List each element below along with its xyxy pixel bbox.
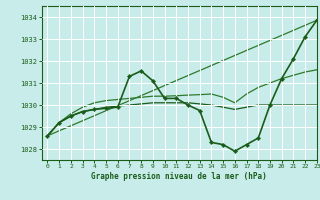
X-axis label: Graphe pression niveau de la mer (hPa): Graphe pression niveau de la mer (hPa) <box>91 172 267 181</box>
